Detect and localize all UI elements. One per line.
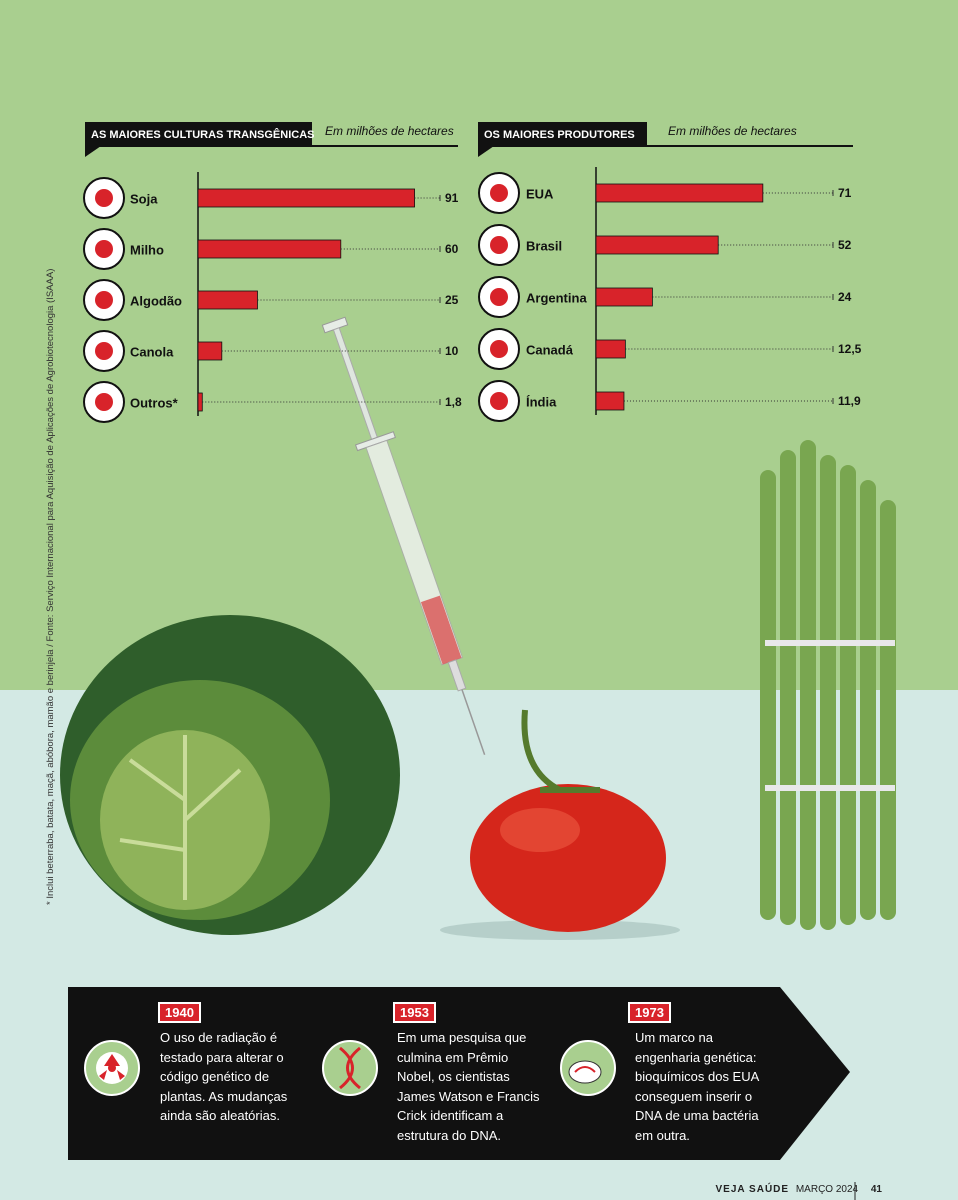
- header-box: [85, 122, 312, 146]
- value-label: 71: [838, 186, 852, 200]
- bar: [595, 391, 625, 411]
- category-label: EUA: [526, 186, 554, 201]
- timeline-year: 1953: [393, 1002, 436, 1023]
- timeline-icon: [322, 1040, 378, 1096]
- footer: VEJA SAÚDE MARÇO 2024 41: [716, 1184, 882, 1195]
- header-tab: [478, 146, 494, 157]
- category-icon-mark: [95, 342, 113, 360]
- category-label: Argentina: [526, 290, 587, 305]
- magazine: VEJA SAÚDE: [715, 1184, 790, 1195]
- asparagus: [760, 440, 896, 930]
- bar: [197, 290, 258, 310]
- value-label: 24: [838, 290, 852, 304]
- header-box: [478, 122, 647, 146]
- timeline-icon: [560, 1040, 616, 1096]
- tomato: [470, 709, 666, 932]
- value-label: 52: [838, 238, 852, 252]
- timeline-band: [68, 987, 850, 1160]
- category-label: Milho: [130, 242, 164, 257]
- chart-title: OS MAIORES PRODUTORES: [484, 129, 635, 141]
- category-icon-mark: [490, 288, 508, 306]
- category-label: Índia: [526, 394, 557, 409]
- value-label: 91: [445, 191, 459, 205]
- bar: [595, 235, 719, 255]
- cabbage: [60, 615, 400, 935]
- value-label: 11,9: [838, 394, 861, 408]
- timeline-text: Em uma pesquisa que culmina em Prêmio No…: [397, 1030, 540, 1143]
- category-icon-mark: [490, 184, 508, 202]
- category-label: Outros*: [130, 395, 179, 410]
- header-tab: [85, 146, 101, 157]
- category-icon-mark: [95, 291, 113, 309]
- bar: [197, 341, 223, 361]
- category-icon-mark: [490, 340, 508, 358]
- timeline-year: 1973: [628, 1002, 671, 1023]
- timeline-text: Um marco na engenharia genética: bioquím…: [635, 1030, 759, 1143]
- category-label: Brasil: [526, 238, 562, 253]
- value-label: 1,8: [445, 395, 462, 409]
- footnote: * Inclui beterraba, batata, maçã, abóbor…: [45, 268, 56, 905]
- category-label: Canola: [130, 344, 174, 359]
- timeline-icon: [84, 1040, 140, 1096]
- bar: [595, 339, 626, 359]
- category-label: Algodão: [130, 293, 182, 308]
- category-icon-mark: [95, 240, 113, 258]
- timeline-text: O uso de radiação é testado para alterar…: [160, 1030, 288, 1123]
- value-label: 10: [445, 344, 459, 358]
- category-label: Canadá: [526, 342, 574, 357]
- syringe: [321, 316, 486, 755]
- chart-title: AS MAIORES CULTURAS TRANSGÊNICAS: [91, 128, 314, 141]
- timeline-year: 1940: [158, 1002, 201, 1023]
- bar: [595, 287, 653, 307]
- category-icon-mark: [490, 392, 508, 410]
- chart-subtitle: Em milhões de hectares: [668, 124, 797, 138]
- bar: [197, 392, 203, 412]
- date: MARÇO 2024: [795, 1184, 859, 1195]
- category-icon-mark: [95, 189, 113, 207]
- bar: [595, 183, 764, 203]
- category-icon-mark: [490, 236, 508, 254]
- category-label: Soja: [130, 191, 158, 206]
- bar: [197, 239, 342, 259]
- value-label: 60: [445, 242, 459, 256]
- chart-subtitle: Em milhões de hectares: [325, 124, 454, 138]
- value-label: 25: [445, 293, 459, 307]
- value-label: 12,5: [838, 342, 862, 356]
- page-number: 41: [870, 1184, 882, 1195]
- bar: [197, 188, 415, 208]
- category-icon-mark: [95, 393, 113, 411]
